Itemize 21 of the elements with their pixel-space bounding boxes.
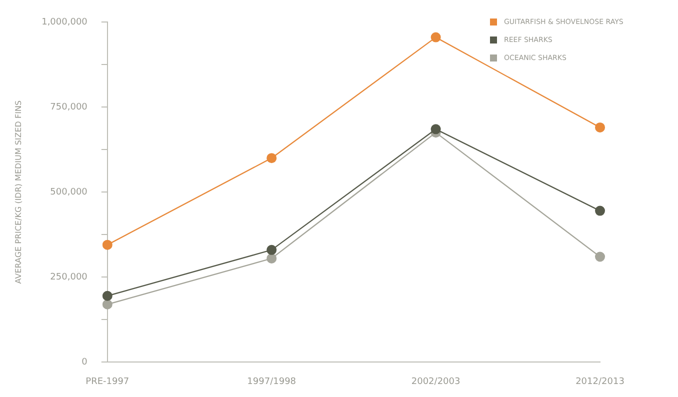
y-axis-title: AVERAGE PRICE/KG (IDR) MEDIUM SIZED FINS: [14, 100, 23, 284]
y-tick-label: 500,000: [50, 187, 88, 198]
point: [595, 206, 605, 216]
y-tick-label: 1,000,000: [42, 17, 88, 28]
point: [266, 253, 277, 264]
x-tick-label: 1997/1998: [247, 376, 296, 387]
x-tick-label: 2012/2013: [576, 376, 624, 387]
y-tick-label: 0: [82, 358, 88, 368]
point: [595, 122, 605, 132]
point: [430, 32, 441, 42]
x-tick-label: PRE-1997: [86, 376, 130, 387]
point: [266, 153, 277, 164]
point: [102, 240, 112, 250]
point: [102, 299, 112, 310]
point: [266, 244, 277, 255]
point: [595, 252, 605, 262]
point: [430, 124, 441, 134]
y-tick-label: 750,000: [50, 102, 88, 112]
y-tick-label: 250,000: [50, 272, 88, 282]
point: [102, 290, 112, 301]
x-tick-label: 2002/2003: [411, 376, 460, 387]
